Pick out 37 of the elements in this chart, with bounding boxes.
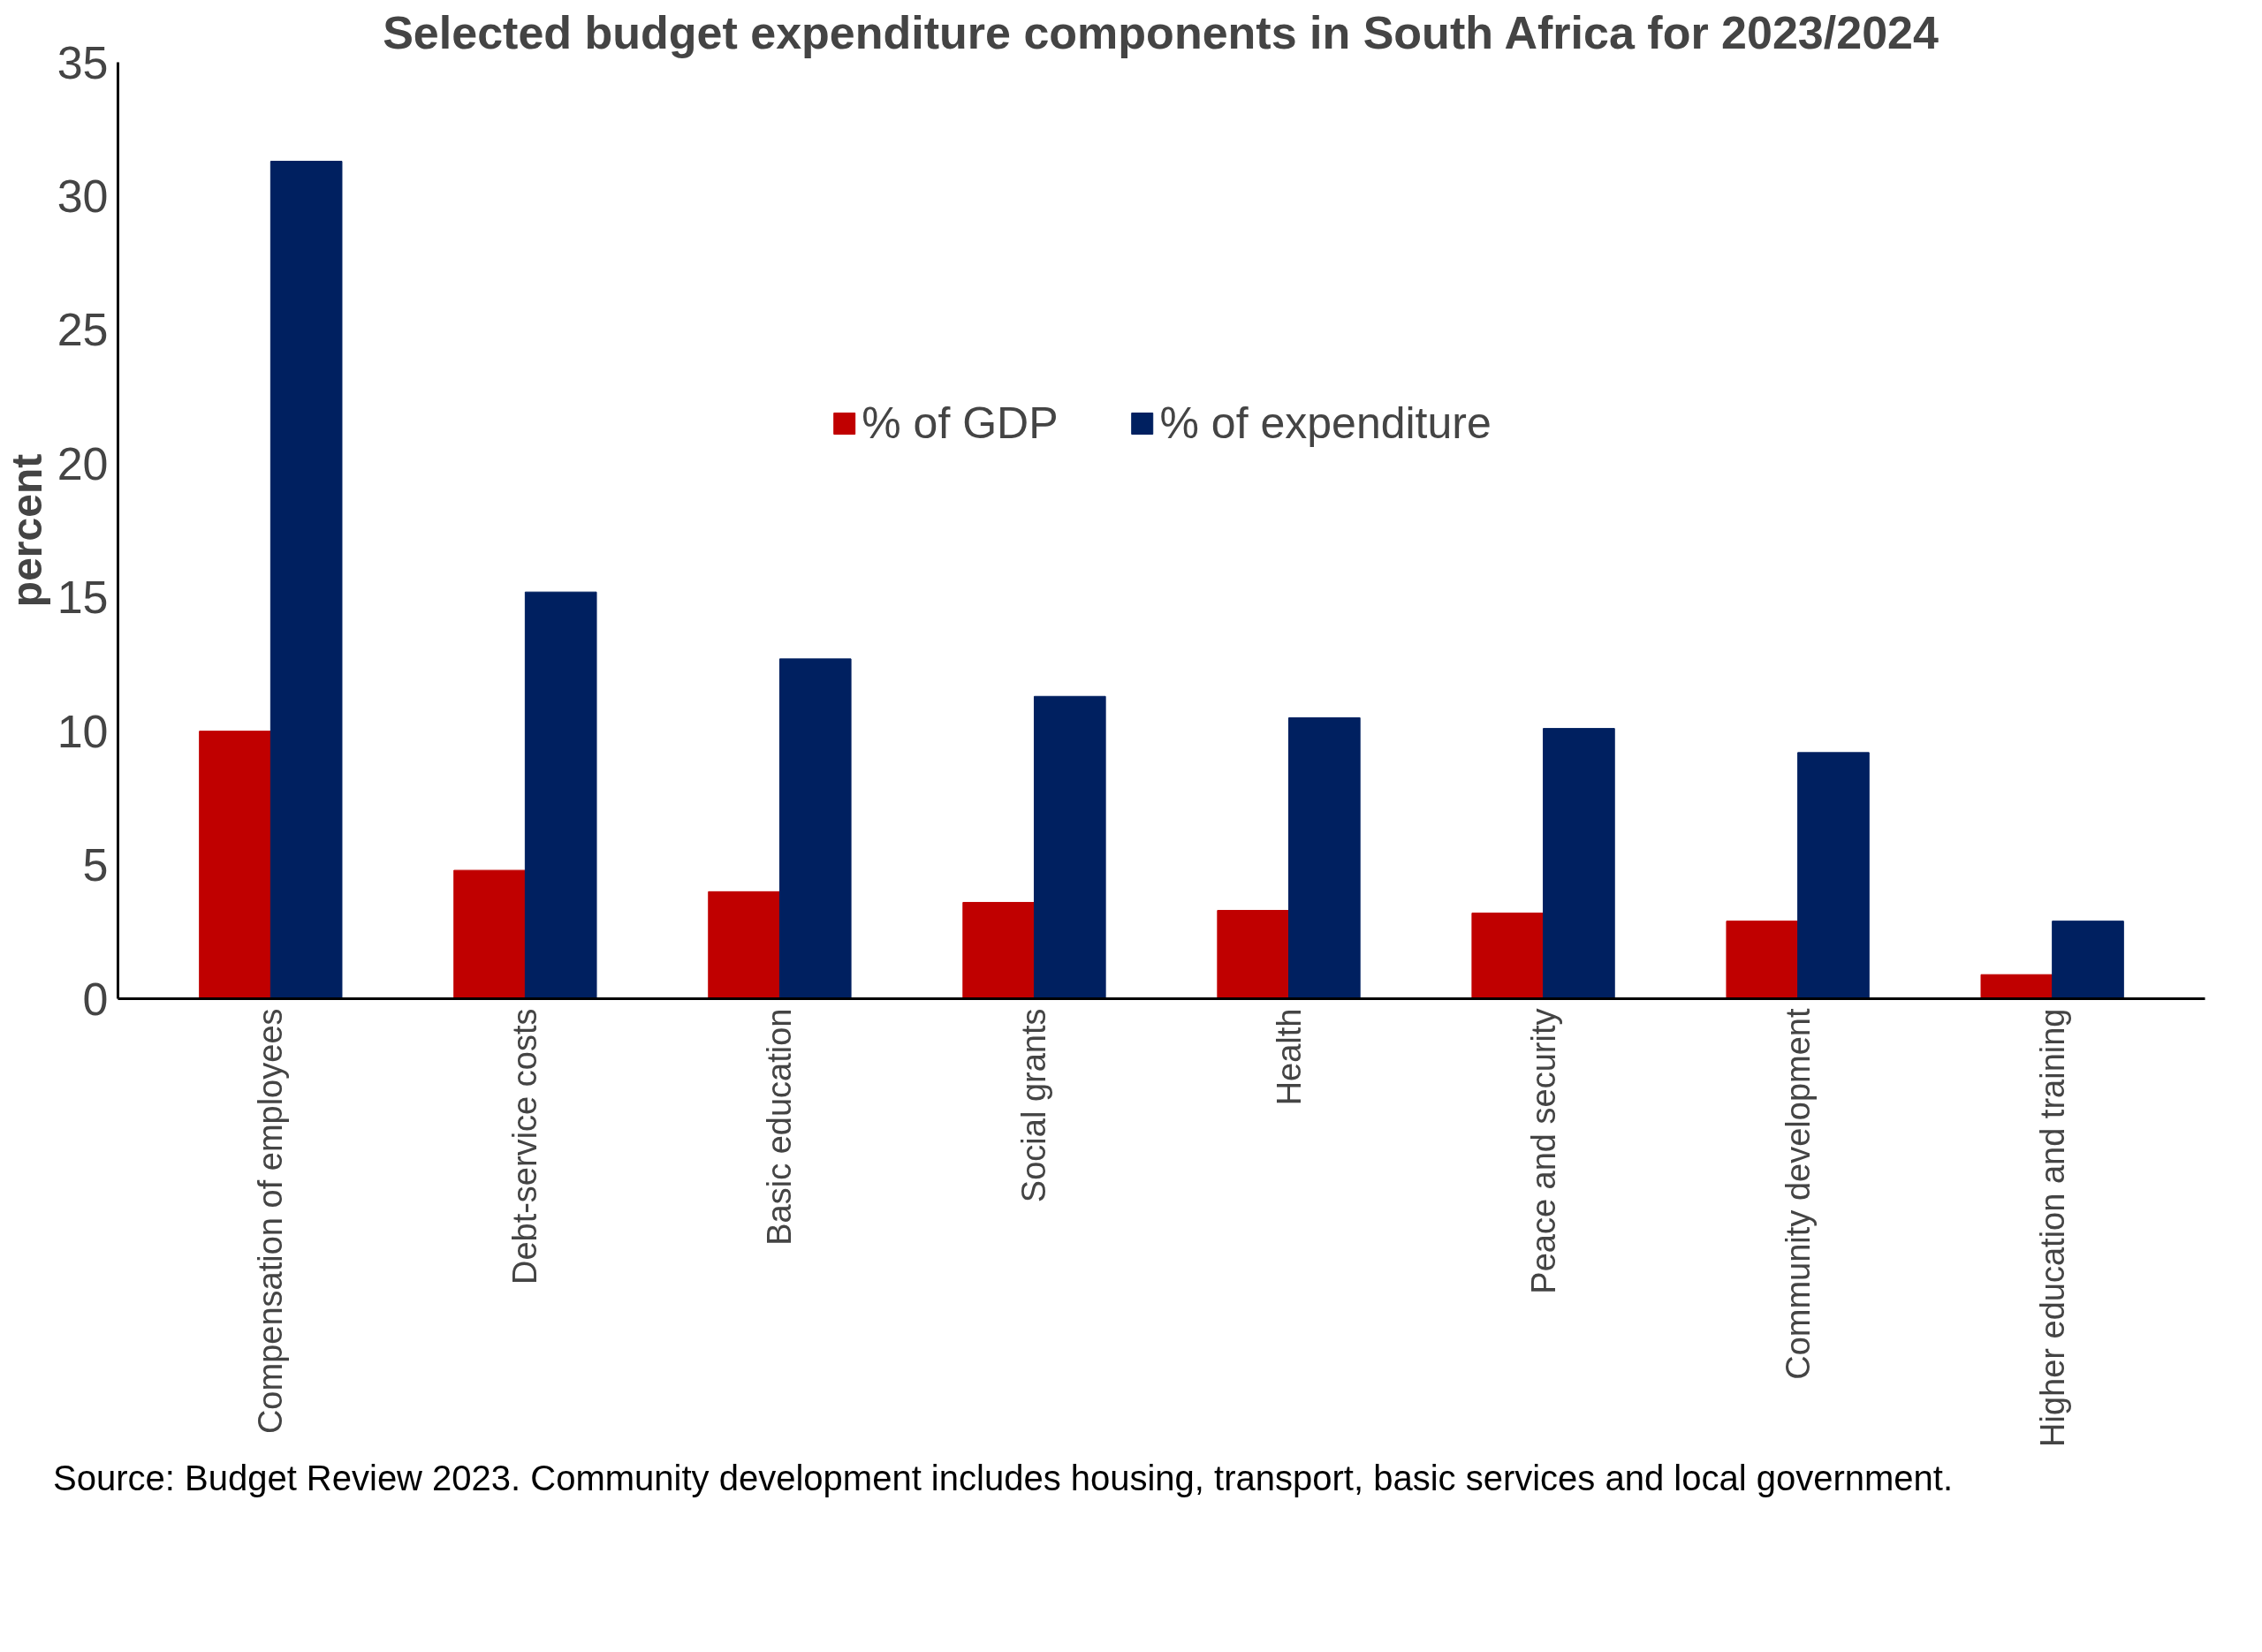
x-tick-label: Debt-service costs: [506, 1008, 544, 1285]
source-note: Source: Budget Review 2023. Community development includes housing, transport, basic services and local government.: [53, 1458, 1954, 1499]
x-tick-label: Compensation of employees: [252, 1008, 290, 1435]
x-tick-label: Health: [1270, 1008, 1308, 1106]
y-tick-label: 20: [57, 437, 109, 489]
y-tick-label: 10: [57, 705, 109, 757]
y-tick-label: 5: [82, 839, 109, 891]
bar: [2052, 921, 2124, 999]
legend-label: % of GDP: [862, 398, 1059, 449]
chart-title: Selected budget expenditure components in South Africa for 2023/2024: [383, 6, 1939, 58]
bar: [778, 658, 852, 999]
bar: [1288, 717, 1361, 999]
bar: [269, 161, 343, 999]
x-tick-label: Higher education and training: [2033, 1008, 2071, 1447]
y-tick-label: 35: [57, 36, 109, 88]
bar: [1797, 752, 1870, 999]
bar: [1471, 913, 1545, 999]
x-tick-label: Social grants: [1015, 1008, 1053, 1203]
y-axis-title: percent: [3, 453, 50, 608]
y-tick-label: 15: [57, 572, 109, 624]
x-tick-label: Basic education: [761, 1008, 799, 1246]
x-tick-label: Peace and security: [1524, 1008, 1562, 1294]
y-tick-label: 0: [82, 973, 109, 1025]
x-tick-label: Community development: [1779, 1008, 1817, 1380]
y-tick-label: 25: [57, 304, 109, 356]
bar: [524, 591, 597, 999]
bar: [453, 869, 526, 999]
legend-label: % of expenditure: [1159, 398, 1492, 449]
bar: [1217, 910, 1290, 999]
y-tick-label: 30: [57, 170, 109, 222]
bar: [1980, 974, 2053, 999]
bar: [1726, 921, 1799, 999]
bar: [708, 890, 780, 999]
bar: [1543, 728, 1615, 999]
bar: [962, 901, 1035, 999]
bar: [1033, 695, 1106, 999]
bar: [199, 731, 271, 999]
